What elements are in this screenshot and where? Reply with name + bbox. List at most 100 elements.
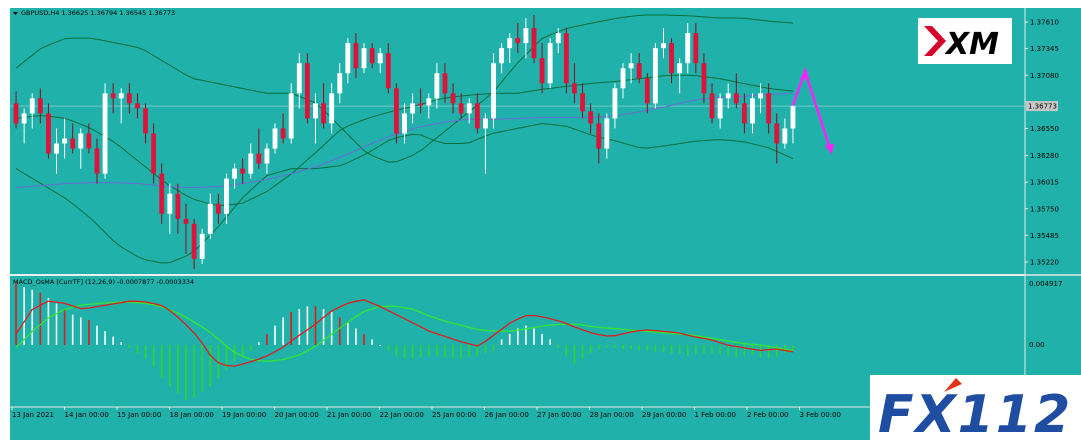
price-tick-label: 1.35750: [1030, 205, 1059, 213]
time-axis-label: 21 Jan 00:00: [327, 411, 371, 419]
macd-histogram-bar: [516, 328, 519, 345]
macd-histogram-bar: [686, 344, 689, 356]
candle-body: [143, 108, 148, 134]
candle-body: [94, 148, 100, 174]
macd-histogram-bar: [395, 344, 398, 356]
fx112-logo-accent: [944, 378, 962, 392]
macd-histogram-bar: [767, 344, 770, 359]
candle-body: [782, 128, 788, 144]
macd-histogram-bar: [241, 344, 244, 356]
candle-body: [636, 63, 642, 79]
candle-body: [741, 103, 747, 124]
candle-body: [288, 93, 294, 139]
macd-histogram-bar: [128, 344, 131, 348]
macd-histogram-bar: [403, 344, 406, 359]
candle-body: [426, 98, 432, 106]
macd-histogram-bar: [468, 344, 471, 358]
macd-histogram-bar: [549, 339, 551, 345]
candle-body: [296, 63, 302, 94]
right-axis-bg: [1025, 8, 1081, 407]
candle-body: [766, 93, 772, 124]
candle-body: [13, 103, 19, 124]
candle-body: [70, 138, 76, 149]
candle-body: [604, 118, 610, 149]
candle-body: [483, 118, 488, 129]
macd-histogram-bar: [371, 339, 373, 345]
price-tick-label: 1.37080: [1030, 72, 1059, 80]
candle-body: [547, 43, 553, 84]
candle-body: [191, 223, 197, 259]
candle-body: [207, 203, 213, 234]
candle-body: [248, 153, 254, 174]
candle-body: [240, 168, 246, 174]
candle-body: [685, 33, 691, 64]
time-axis-label: 14 Jan 00:00: [65, 411, 109, 419]
macd-histogram-bar: [144, 344, 147, 359]
macd-histogram-bar: [120, 342, 123, 345]
macd-histogram-bar: [290, 311, 293, 345]
candle-body: [135, 103, 140, 109]
candle-body: [183, 218, 189, 224]
macd-histogram-bar: [695, 344, 697, 355]
macd-histogram-bar: [525, 325, 527, 345]
time-axis-label: 25 Jan 00:00: [432, 411, 476, 419]
symbol-dropdown-icon[interactable]: [13, 12, 18, 15]
candle-body: [361, 48, 367, 69]
candle-body: [563, 33, 569, 84]
price-tick-label: 1.37610: [1030, 19, 1059, 27]
candle-body: [652, 48, 658, 104]
macd-histogram-bar: [711, 344, 713, 354]
time-axis-label: 13 Jan 2021: [12, 411, 54, 419]
candle-body: [725, 93, 731, 99]
current-price-label-bg: [1026, 101, 1058, 112]
macd-histogram-bar: [330, 311, 333, 345]
candle-body: [572, 83, 577, 94]
fx112-logo-bg: [870, 375, 1081, 440]
candle-body: [555, 33, 561, 44]
candle-body: [151, 133, 157, 174]
macd-histogram-bar: [31, 289, 34, 345]
candle-body: [54, 143, 59, 154]
candle-body: [159, 173, 165, 214]
xm-logo-bg: [918, 18, 1012, 64]
macd-histogram-bar: [654, 344, 657, 352]
macd-histogram-bar: [23, 287, 25, 345]
candle-body: [45, 113, 51, 154]
candle-body: [175, 193, 181, 219]
macd-histogram-bar: [589, 344, 592, 354]
candle-body: [86, 133, 92, 149]
candle-body: [377, 53, 383, 64]
macd-histogram-bar: [557, 344, 560, 348]
candle-body: [539, 58, 545, 84]
macd-histogram-bar: [39, 292, 42, 345]
candle-body: [531, 28, 537, 59]
candle-body: [410, 103, 416, 114]
macd-histogram-bar: [104, 331, 106, 345]
macd-histogram-bar: [452, 344, 454, 359]
macd-histogram-bar: [444, 344, 446, 358]
candle-body: [515, 38, 521, 44]
macd-histogram-bar: [193, 344, 195, 398]
macd-histogram-bar: [258, 342, 260, 345]
candle-body: [507, 38, 513, 49]
macd-histogram-bar: [88, 320, 90, 345]
macd-histogram-bar: [71, 314, 74, 345]
candle-body: [733, 93, 739, 104]
price-tick-label: 1.36550: [1030, 125, 1059, 133]
candle-body: [264, 148, 270, 164]
candle-body: [774, 123, 780, 144]
macd-histogram-bar: [282, 317, 284, 345]
macd-histogram-bar: [662, 344, 665, 352]
time-axis-label: 27 Jan 00:00: [537, 411, 581, 419]
time-axis-label: 18 Jan 00:00: [170, 411, 214, 419]
candle-body: [434, 73, 440, 99]
candle-body: [701, 63, 707, 94]
macd-histogram-bar: [201, 344, 203, 392]
candle-body: [199, 233, 205, 259]
macd-histogram-bar: [792, 344, 794, 351]
candle-body: [78, 133, 84, 149]
macd-main-line: [15, 299, 794, 367]
macd-histogram-bar: [581, 344, 584, 359]
macd-histogram-bar: [735, 344, 738, 358]
